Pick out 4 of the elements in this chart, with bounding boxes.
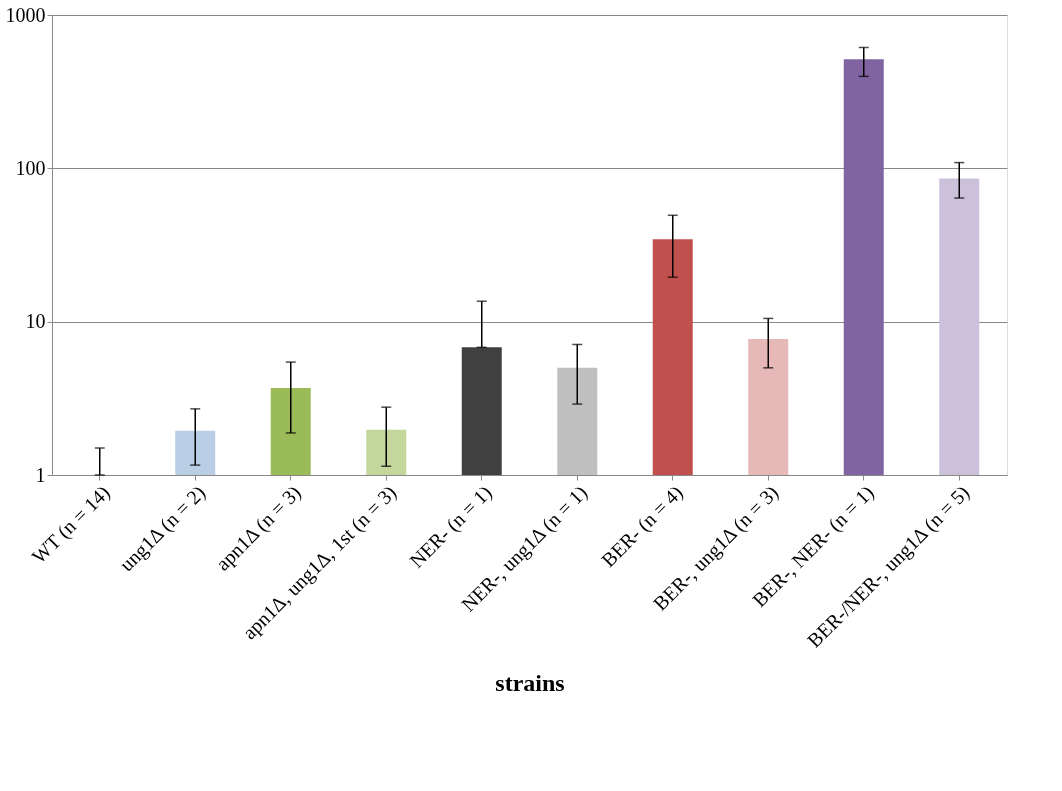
x-axis-title: strains (495, 670, 565, 697)
y-tick-label: 100 (15, 156, 46, 179)
y-tick-label: 10 (25, 310, 46, 333)
y-tick-label: 1000 (5, 3, 46, 26)
